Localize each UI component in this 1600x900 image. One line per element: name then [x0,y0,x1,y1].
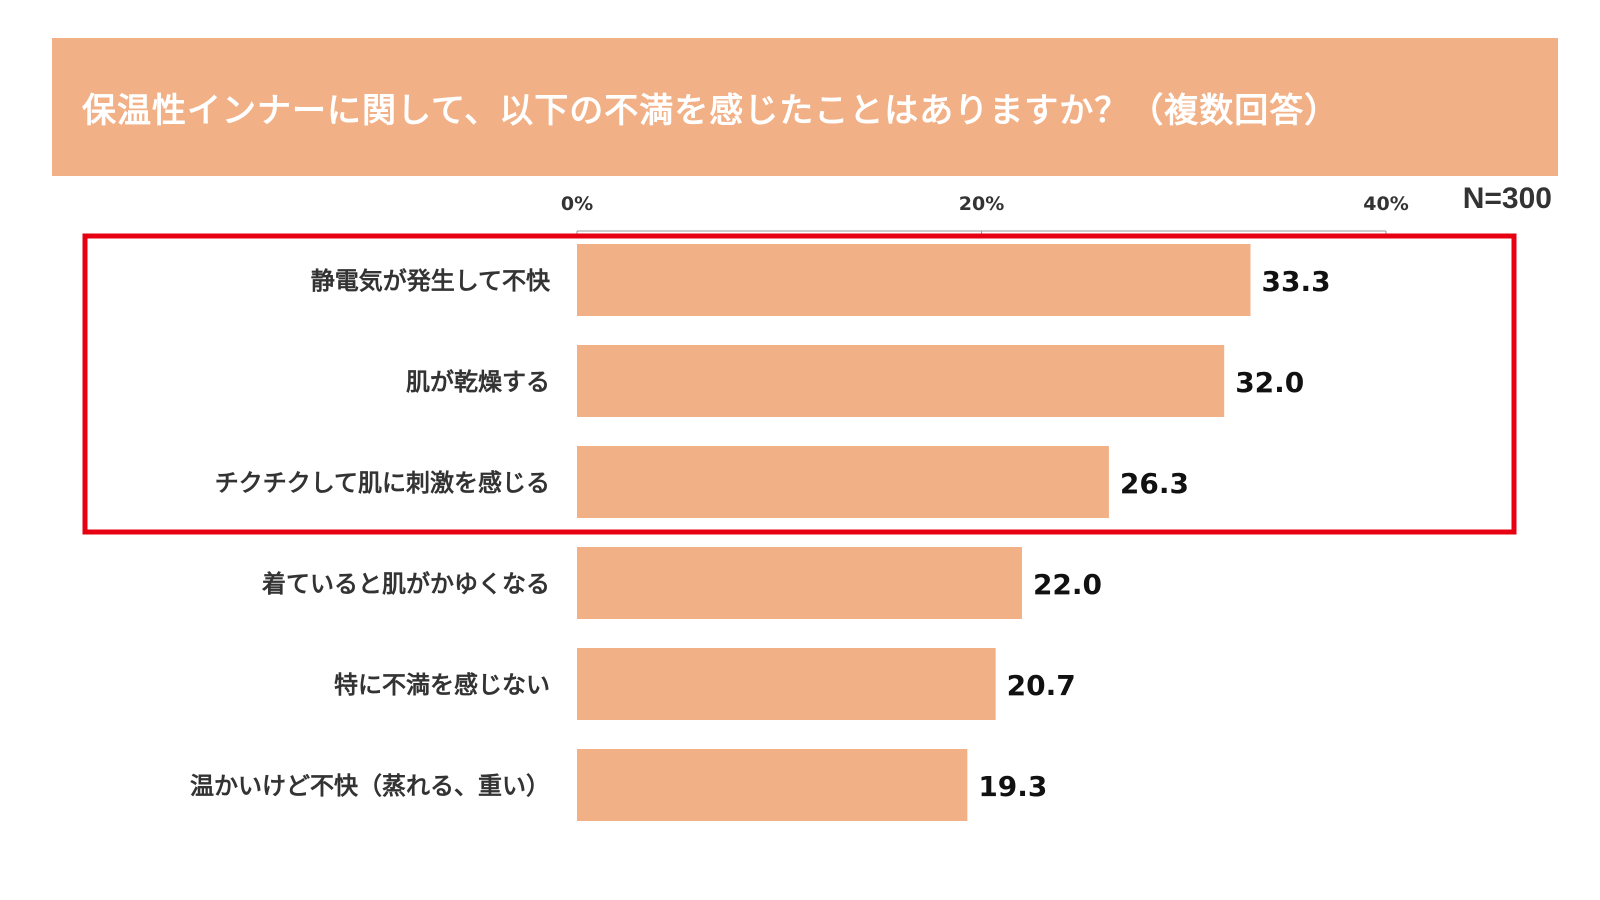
labels: 静電気が発生して不快 33.3 肌が乾燥する 32.0 チクチクして肌に刺激を感じる 26… [190,265,1331,803]
value-label: 32.0 [1235,366,1304,399]
x-tick-label: 0% [561,193,593,215]
bar [577,345,1225,417]
value-label: 26.3 [1120,467,1189,500]
bar [577,446,1109,518]
x-tick-label: 40% [1363,193,1408,215]
category-label: 温かいけど不快（蒸れる、重い） [190,772,550,800]
bar [577,547,1022,619]
bar [577,244,1251,316]
value-label: 19.3 [978,770,1047,803]
highlight-box [82,233,1517,535]
x-axis: 0% 20% 40% [561,193,1409,238]
x-tick-label: 20% [959,193,1004,215]
category-label: 特に不満を感じない [334,671,550,699]
value-label: 20.7 [1007,669,1076,702]
bars [577,244,1251,821]
value-label: 33.3 [1261,265,1330,298]
value-label: 22.0 [1033,568,1102,601]
sample-size-label: N=300 [1462,182,1552,215]
category-label: 静電気が発生して不快 [311,267,551,295]
title-banner: 保温性インナーに関して、以下の不満を感じたことはありますか？（複数回答） [52,38,1558,176]
category-label: 肌が乾燥する [406,368,550,396]
bar [577,749,968,821]
highlight-layer [82,233,1517,535]
chart-title: 保温性インナーに関して、以下の不満を感じたことはありますか？（複数回答） [82,90,1340,131]
bar [577,648,996,720]
category-label: チクチクして肌に刺激を感じる [215,469,550,497]
category-label: 着ていると肌がかゆくなる [262,570,550,598]
